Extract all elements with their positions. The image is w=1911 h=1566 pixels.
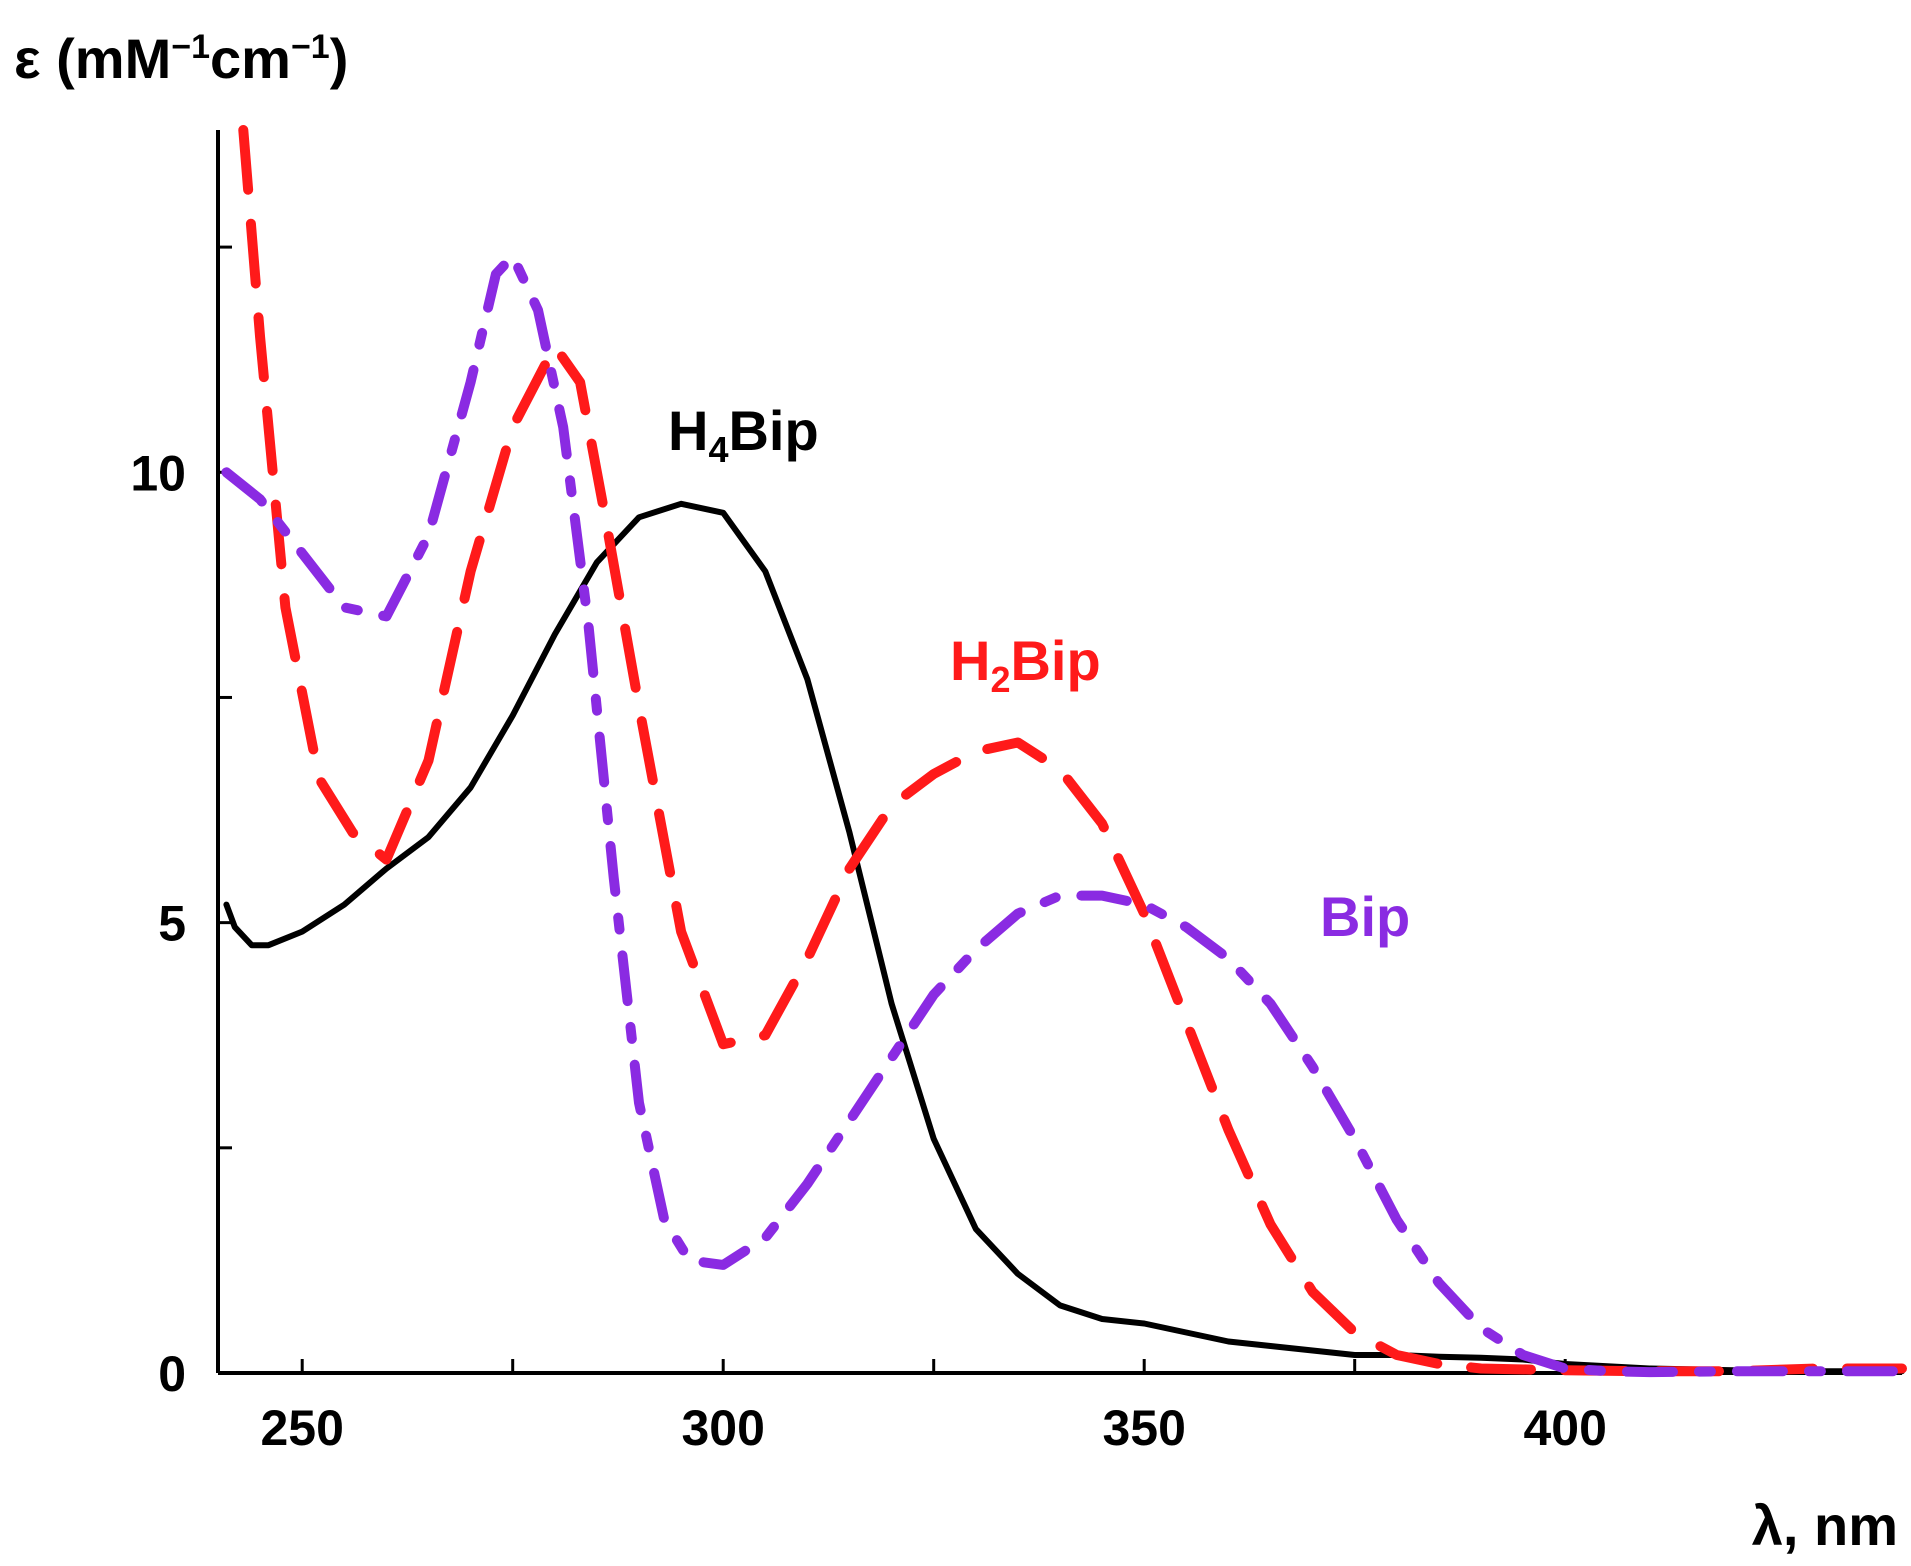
series-group — [221, 125, 1907, 1378]
x-tick-label: 250 — [260, 1400, 343, 1456]
series-line-h2bip — [238, 125, 1907, 1377]
y-tick-label: 0 — [158, 1346, 186, 1402]
x-tick-label: 400 — [1523, 1400, 1606, 1456]
label-bip: Bip — [1320, 885, 1410, 948]
series-line-h4bip — [223, 500, 1905, 1375]
series-line-bip — [221, 251, 1907, 1378]
label-h2bip: H2Bip — [950, 629, 1101, 700]
x-axis-title: λ, nm — [1752, 1494, 1898, 1557]
y-axis-title: ε (mM−1cm−1) — [14, 27, 348, 90]
label-h4bip: H4Bip — [668, 399, 819, 470]
x-tick-label: 350 — [1102, 1400, 1185, 1456]
x-tick-label: 300 — [681, 1400, 764, 1456]
y-tick-label: 10 — [130, 445, 186, 501]
y-tick-label: 5 — [158, 896, 186, 952]
axes — [216, 130, 1902, 1375]
tick-group: 250 300 350 400 0 5 10 — [130, 245, 1607, 1456]
